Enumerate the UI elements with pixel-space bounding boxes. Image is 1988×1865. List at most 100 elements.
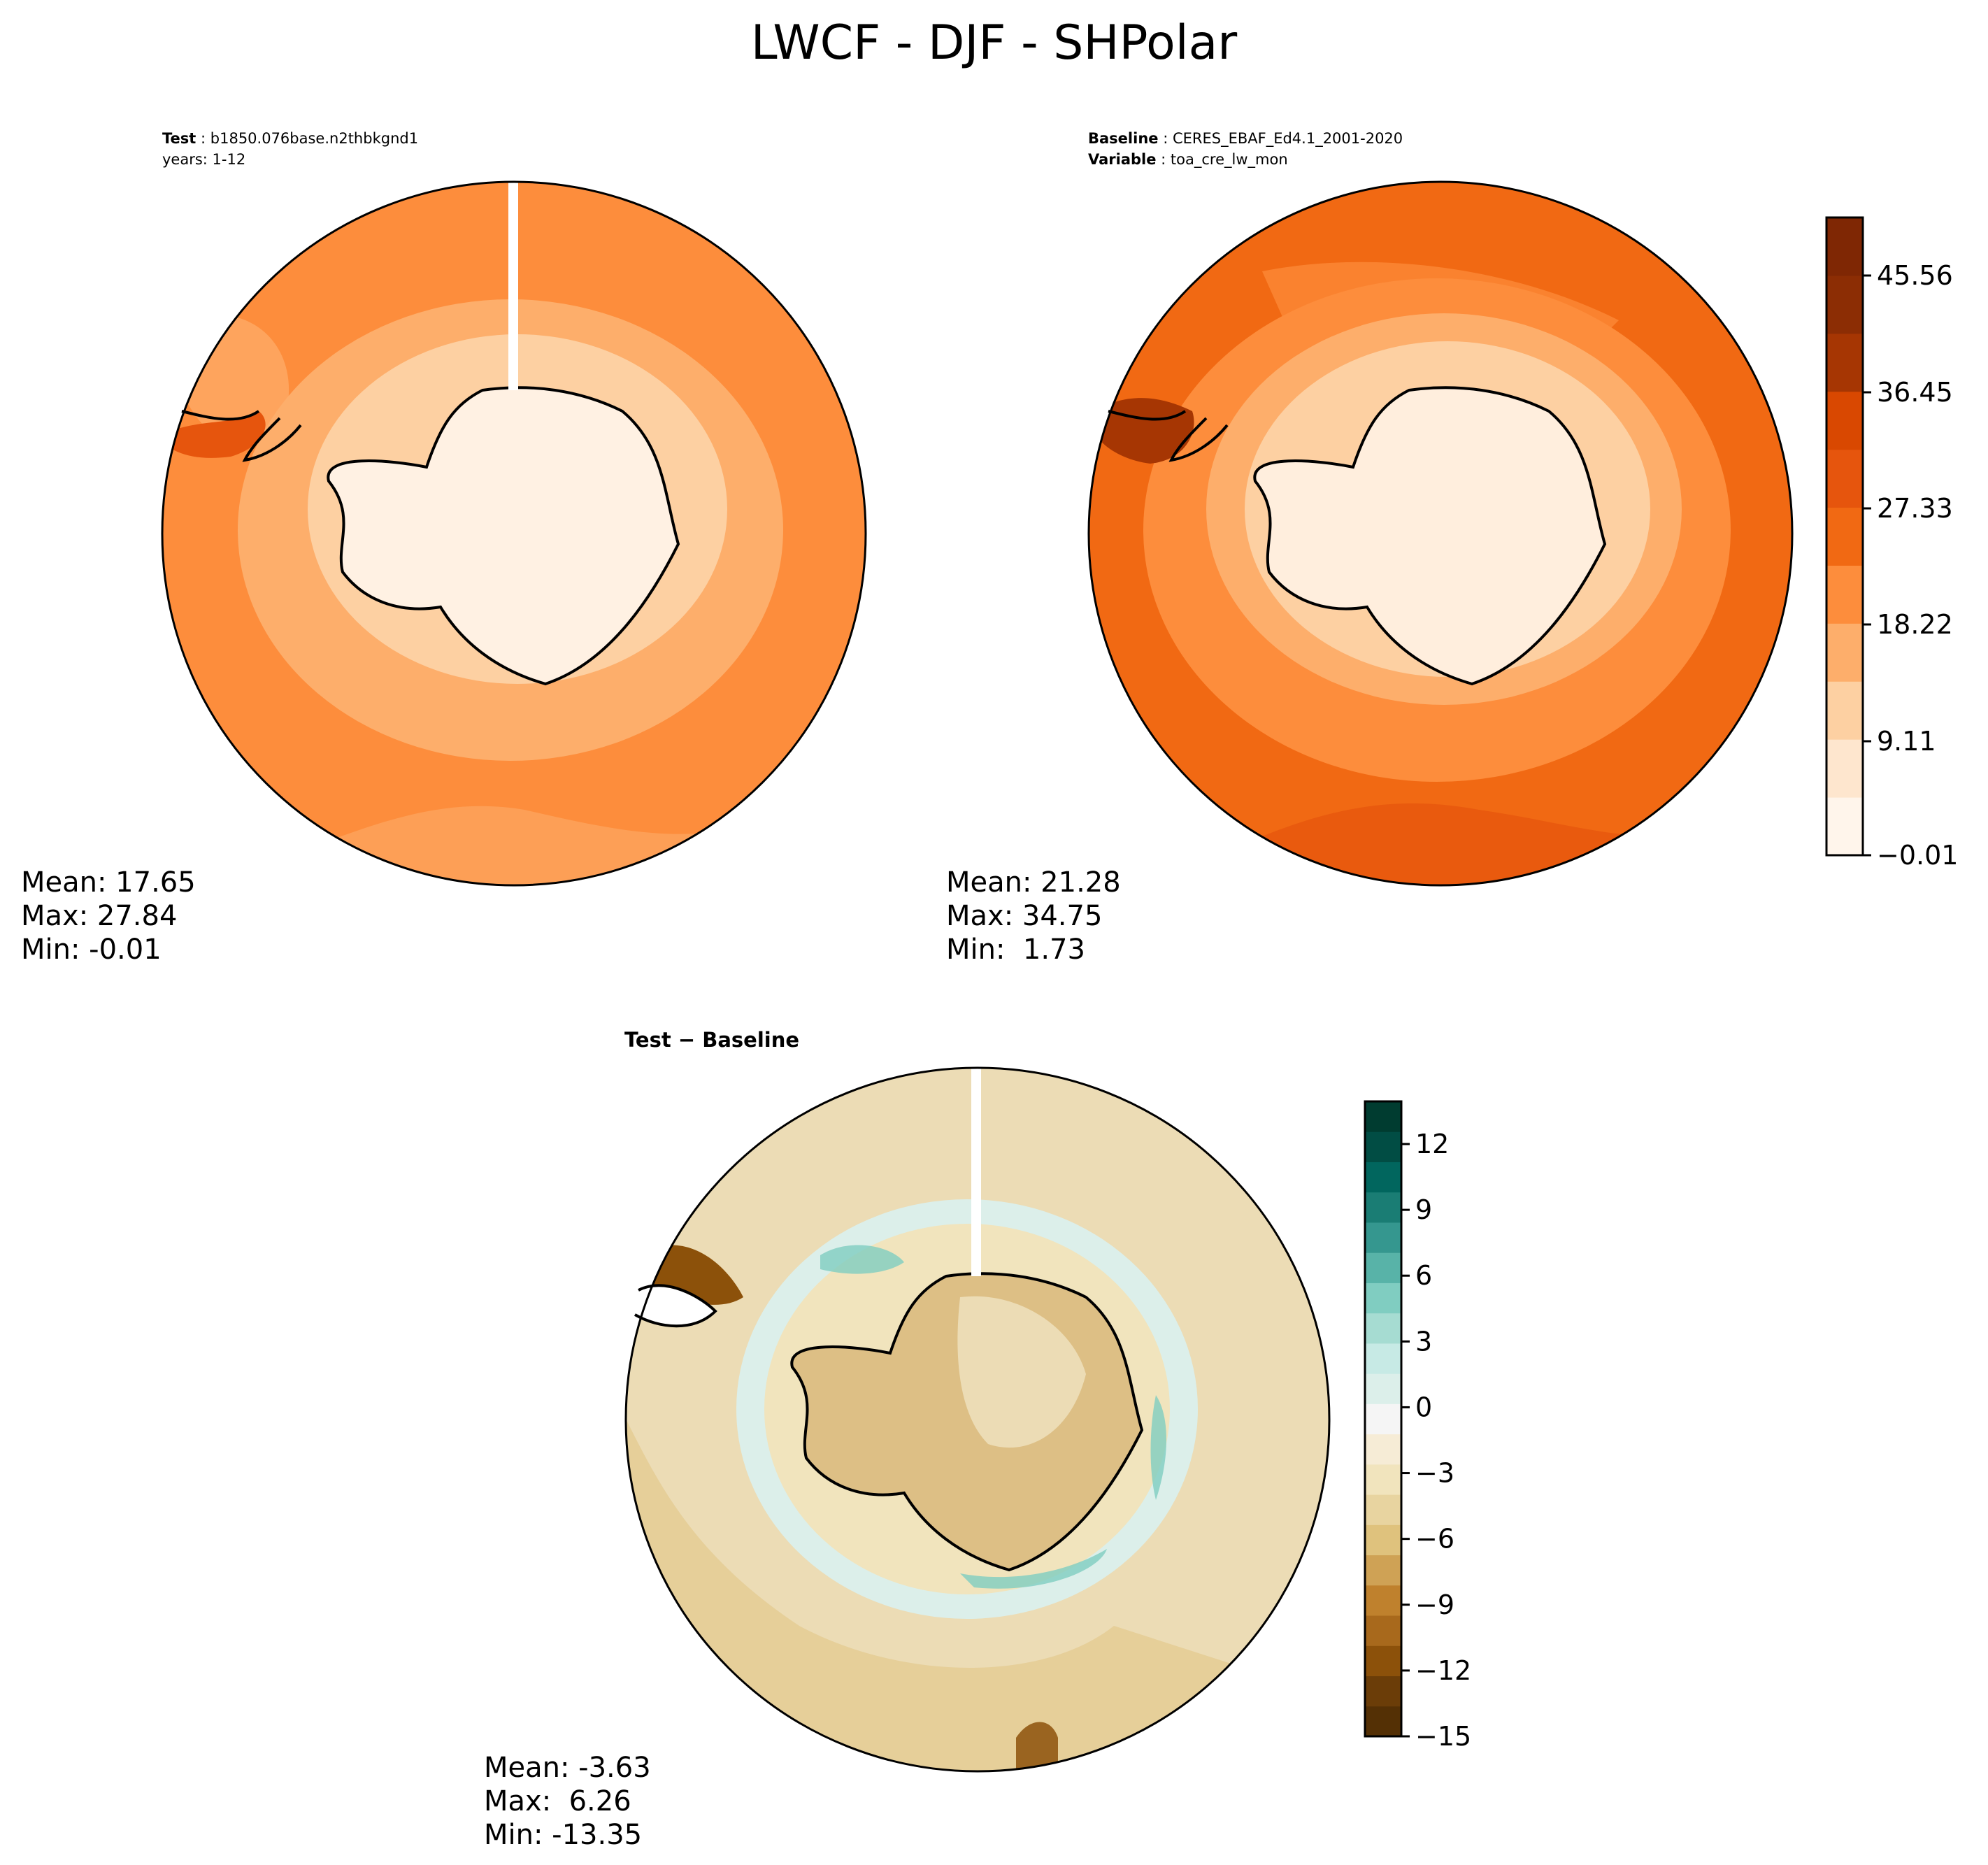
diff-peninsula-coast (634, 1284, 717, 1328)
diff-min: Min: -13.35 (484, 1819, 643, 1851)
test-missing-strip (508, 180, 518, 390)
colorbar-top-segment (1826, 623, 1863, 682)
colorbar-diff-tick-label: 12 (1415, 1129, 1449, 1159)
colorbar-diff-tick-label: −12 (1415, 1655, 1471, 1686)
colorbar-diff-tick-label: 3 (1415, 1326, 1432, 1357)
colorbar-top-tick-label: 45.56 (1877, 260, 1953, 291)
colorbar-diff-segment (1365, 1101, 1401, 1132)
colorbar-top-tick-label: 9.11 (1877, 726, 1936, 757)
test-years: years: 1-12 (162, 151, 246, 168)
colorbar-diff-segment (1365, 1343, 1401, 1374)
colorbar-top-segment (1826, 217, 1863, 276)
colorbar-diff-segment (1365, 1282, 1401, 1314)
diff-map (624, 1066, 1331, 1773)
colorbar-diff-tick-label: −3 (1415, 1458, 1454, 1489)
colorbar-diff: 12 9 6 3 0 −3 −6 −9 −12 −15 (1364, 1100, 1471, 1752)
variable-label-value: toa_cre_lw_mon (1170, 151, 1288, 168)
colorbar-diff-segment (1365, 1403, 1401, 1435)
colorbar-top-segment (1826, 565, 1863, 624)
colorbar-top-segment (1826, 333, 1863, 392)
test-peninsula-dark (168, 411, 266, 458)
colorbar-diff-border (1364, 1100, 1403, 1738)
colorbar-diff-segment (1365, 1162, 1401, 1193)
figure-title: LWCF - DJF - SHPolar (750, 15, 1238, 71)
baseline-stats: Mean: 21.28 Max: 34.75 Min: 1.73 (946, 866, 1121, 966)
test-map-border (161, 180, 867, 887)
colorbar-diff-segment (1365, 1524, 1401, 1556)
test-label-value: b1850.076base.n2thbkgnd1 (210, 130, 419, 147)
diff-warm-band (626, 1416, 1329, 1771)
baseline-max: Max: 34.75 (946, 900, 1103, 932)
colorbar-diff-segment (1365, 1585, 1401, 1616)
baseline-darker-band-south (1089, 803, 1792, 885)
diff-teal-patch-3 (1150, 1395, 1166, 1500)
diff-teal-patch-1 (820, 1245, 904, 1274)
colorbar-diff-segment (1365, 1131, 1401, 1162)
colorbar-diff-segment (1365, 1706, 1401, 1737)
colorbar-diff-tick-label: −6 (1415, 1524, 1454, 1555)
colorbar-diff-tick-label: −9 (1415, 1589, 1454, 1620)
colorbar-diff-segment (1365, 1313, 1401, 1344)
test-mean: Mean: 17.65 (21, 866, 196, 899)
diff-peninsula-white (635, 1285, 715, 1327)
diff-stats: Mean: -3.63 Max: 6.26 Min: -13.35 (484, 1751, 651, 1852)
colorbar-top-tick-label: 27.33 (1877, 493, 1953, 524)
diff-missing-strip (971, 1066, 981, 1276)
diff-south-dark (1016, 1722, 1058, 1771)
baseline-map (1087, 180, 1794, 887)
test-label-bold: Test (162, 130, 196, 147)
diff-mean: Mean: -3.63 (484, 1752, 651, 1784)
colorbar-diff-segment (1365, 1645, 1401, 1677)
colorbar-top: 45.56 36.45 27.33 18.22 9.11 −0.01 (1825, 216, 1958, 871)
diff-label: Test − Baseline (624, 1028, 800, 1052)
colorbar-top-segment (1826, 739, 1863, 798)
colorbar-top-segment (1826, 391, 1863, 450)
test-stats: Mean: 17.65 Max: 27.84 Min: -0.01 (21, 866, 196, 966)
colorbar-diff-segment (1365, 1252, 1401, 1283)
colorbar-diff-segment (1365, 1373, 1401, 1404)
colorbar-diff-segment (1365, 1675, 1401, 1707)
baseline-coastline (1253, 386, 1607, 686)
colorbar-diff-segment (1365, 1615, 1401, 1646)
test-peninsula-coast (181, 410, 302, 462)
baseline-label: Baseline : CERES_EBAF_Ed4.1_2001-2020 Va… (1088, 130, 1403, 168)
test-label: Test : b1850.076base.n2thbkgnd1 years: 1… (162, 130, 419, 168)
test-map (161, 180, 867, 887)
colorbar-top-border (1825, 216, 1864, 857)
baseline-mean: Mean: 21.28 (946, 866, 1121, 899)
diff-max: Max: 6.26 (484, 1785, 631, 1817)
colorbar-diff-segment (1365, 1434, 1401, 1465)
colorbar-top-segment (1826, 507, 1863, 566)
colorbar-top-segment (1826, 449, 1863, 508)
colorbar-diff-segment (1365, 1222, 1401, 1253)
diff-coastline (790, 1272, 1144, 1572)
colorbar-top-tick-label: 18.22 (1877, 609, 1953, 640)
test-antarctica-ice (328, 387, 678, 684)
baseline-min: Min: 1.73 (946, 934, 1085, 966)
baseline-peninsula-coast (1108, 410, 1229, 462)
colorbar-diff-segment (1365, 1555, 1401, 1586)
colorbar-diff-segment (1365, 1494, 1401, 1525)
colorbar-top-segment (1826, 797, 1863, 856)
colorbar-diff-tick-label: 9 (1415, 1194, 1432, 1225)
test-max: Max: 27.84 (21, 900, 178, 932)
colorbar-diff-tick-label: 0 (1415, 1392, 1432, 1422)
diff-map-border (624, 1066, 1331, 1773)
test-coastline (327, 386, 680, 686)
colorbar-top-segment (1826, 681, 1863, 740)
baseline-label-bold: Baseline (1088, 130, 1159, 147)
colorbar-top-tick-label: −0.01 (1877, 840, 1958, 871)
baseline-antarctica-ice (1254, 387, 1605, 684)
variable-label-bold: Variable (1088, 151, 1157, 168)
colorbar-diff-segment (1365, 1464, 1401, 1495)
colorbar-diff-tick-label: 6 (1415, 1260, 1432, 1291)
colorbar-top-tick-label: 36.45 (1877, 377, 1953, 408)
test-lighter-band (162, 806, 866, 885)
baseline-label-value: CERES_EBAF_Ed4.1_2001-2020 (1172, 130, 1403, 147)
colorbar-diff-tick-label: −15 (1415, 1721, 1471, 1752)
diff-teal-patch-2 (960, 1549, 1107, 1589)
diff-antarctica-light (957, 1296, 1086, 1448)
colorbar-top-segment (1826, 275, 1863, 334)
baseline-map-border (1087, 180, 1794, 887)
colorbar-diff-segment (1365, 1192, 1401, 1223)
